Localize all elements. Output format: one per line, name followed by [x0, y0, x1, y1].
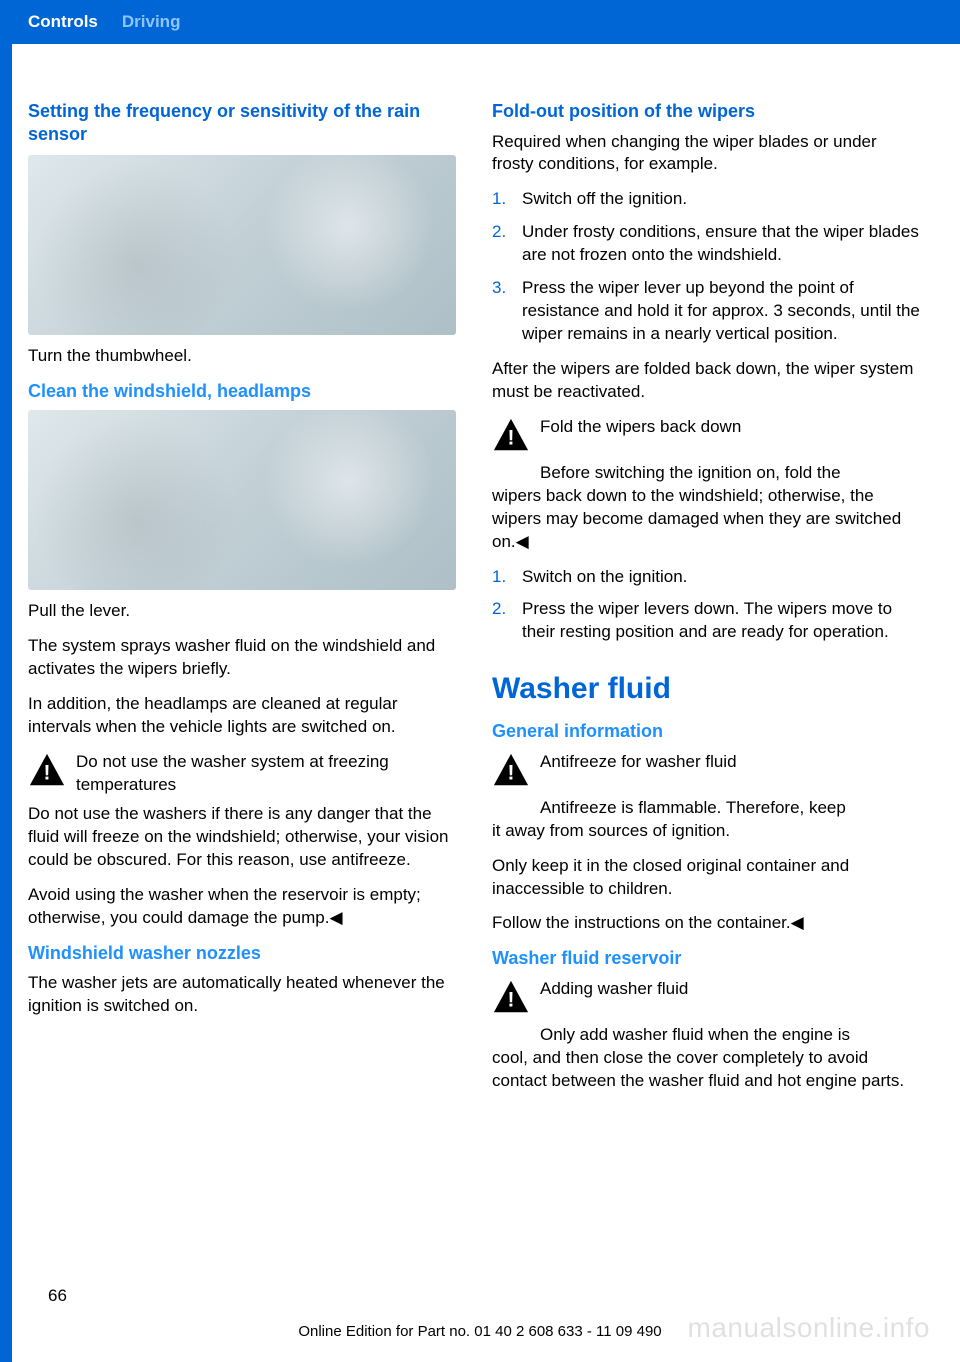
text-pull-lever: Pull the lever.	[28, 600, 456, 623]
warning-antifreeze-text: Antifreeze for washer fluid Antifreeze i…	[540, 751, 846, 820]
svg-text:!: !	[508, 426, 515, 449]
steps-fold-out: Switch off the ignition. Under frosty co…	[492, 188, 920, 346]
page-header: Controls Driving	[0, 0, 960, 44]
text-fold-cont: wipers back down to the windshield; othe…	[492, 485, 920, 554]
warning-adding-text: Adding washer fluid Only add washer flui…	[540, 978, 850, 1047]
step-1: Switch off the ignition.	[492, 188, 920, 211]
page-number: 66	[48, 1286, 67, 1306]
heading-washer-fluid: Washer fluid	[492, 672, 920, 706]
step-1: Switch on the ignition.	[492, 566, 920, 589]
heading-nozzles: Windshield washer nozzles	[28, 942, 456, 965]
text-freeze-danger: Do not use the washers if there is any d…	[28, 803, 456, 872]
warn-line1: Antifreeze for washer fluid	[540, 752, 737, 771]
warning-icon: !	[28, 751, 66, 789]
text-headlamps: In addition, the headlamps are cleaned a…	[28, 693, 456, 739]
svg-text:!: !	[44, 762, 51, 785]
heading-rain-sensor: Setting the frequency or sensitivity of …	[28, 100, 456, 145]
warning-fold-text: Fold the wipers back down Before switchi…	[540, 416, 841, 485]
warning-antifreeze: ! Antifreeze for washer fluid Antifreeze…	[492, 751, 920, 820]
step-2: Press the wiper levers down. The wipers …	[492, 598, 920, 644]
text-empty-reservoir: Avoid using the washer when the reservoi…	[28, 884, 456, 930]
warn-line2: Only add washer fluid when the engine is	[540, 1025, 850, 1044]
warn-line2: Before switching the ignition on, fold t…	[540, 463, 841, 482]
svg-text:!: !	[508, 761, 515, 784]
right-column: Fold-out position of the wipers Required…	[492, 100, 920, 1105]
heading-fold-out: Fold-out position of the wipers	[492, 100, 920, 123]
text-after-fold: After the wipers are folded back down, t…	[492, 358, 920, 404]
warning-fold-back: ! Fold the wipers back down Before switc…	[492, 416, 920, 485]
text-antifreeze-cont: it away from sources of ignition.	[492, 820, 920, 843]
heading-clean-windshield: Clean the windshield, headlamps	[28, 380, 456, 403]
warning-icon: !	[492, 978, 530, 1016]
content-area: Setting the frequency or sensitivity of …	[0, 44, 960, 1105]
svg-text:!: !	[508, 988, 515, 1011]
steps-reactivate: Switch on the ignition. Press the wiper …	[492, 566, 920, 645]
left-column: Setting the frequency or sensitivity of …	[28, 100, 456, 1105]
figure-clean-windshield	[28, 410, 456, 590]
heading-reservoir: Washer fluid reservoir	[492, 947, 920, 970]
warning-icon: !	[492, 416, 530, 454]
warn-line1: Adding washer fluid	[540, 979, 688, 998]
heading-general-info: General information	[492, 720, 920, 743]
warn-line1: Fold the wipers back down	[540, 417, 741, 436]
warn-line2: temperatures	[76, 775, 176, 794]
text-spray: The system sprays washer fluid on the wi…	[28, 635, 456, 681]
header-tab-controls: Controls	[28, 12, 98, 32]
warning-freezing: ! Do not use the washer system at freezi…	[28, 751, 456, 797]
step-2: Under frosty conditions, ensure that the…	[492, 221, 920, 267]
warn-line1: Do not use the washer system at freezing	[76, 752, 389, 771]
warning-freezing-text: Do not use the washer system at freezing…	[76, 751, 389, 797]
warn-line2: Antifreeze is flammable. Therefore, keep	[540, 798, 846, 817]
text-container: Only keep it in the closed original cont…	[492, 855, 920, 901]
text-turn-thumbwheel: Turn the thumbwheel.	[28, 345, 456, 368]
warning-icon: !	[492, 751, 530, 789]
left-blue-bar	[0, 0, 12, 1362]
step-3: Press the wiper lever up beyond the poin…	[492, 277, 920, 346]
text-nozzles: The washer jets are automatically heated…	[28, 972, 456, 1018]
text-cool: cool, and then close the cover completel…	[492, 1047, 920, 1093]
footer-edition: Online Edition for Part no. 01 40 2 608 …	[0, 1323, 960, 1340]
warning-adding-fluid: ! Adding washer fluid Only add washer fl…	[492, 978, 920, 1047]
header-tab-driving: Driving	[122, 12, 181, 32]
text-required: Required when changing the wiper blades …	[492, 131, 920, 177]
figure-rain-sensor	[28, 155, 456, 335]
text-follow: Follow the instructions on the container…	[492, 912, 920, 935]
